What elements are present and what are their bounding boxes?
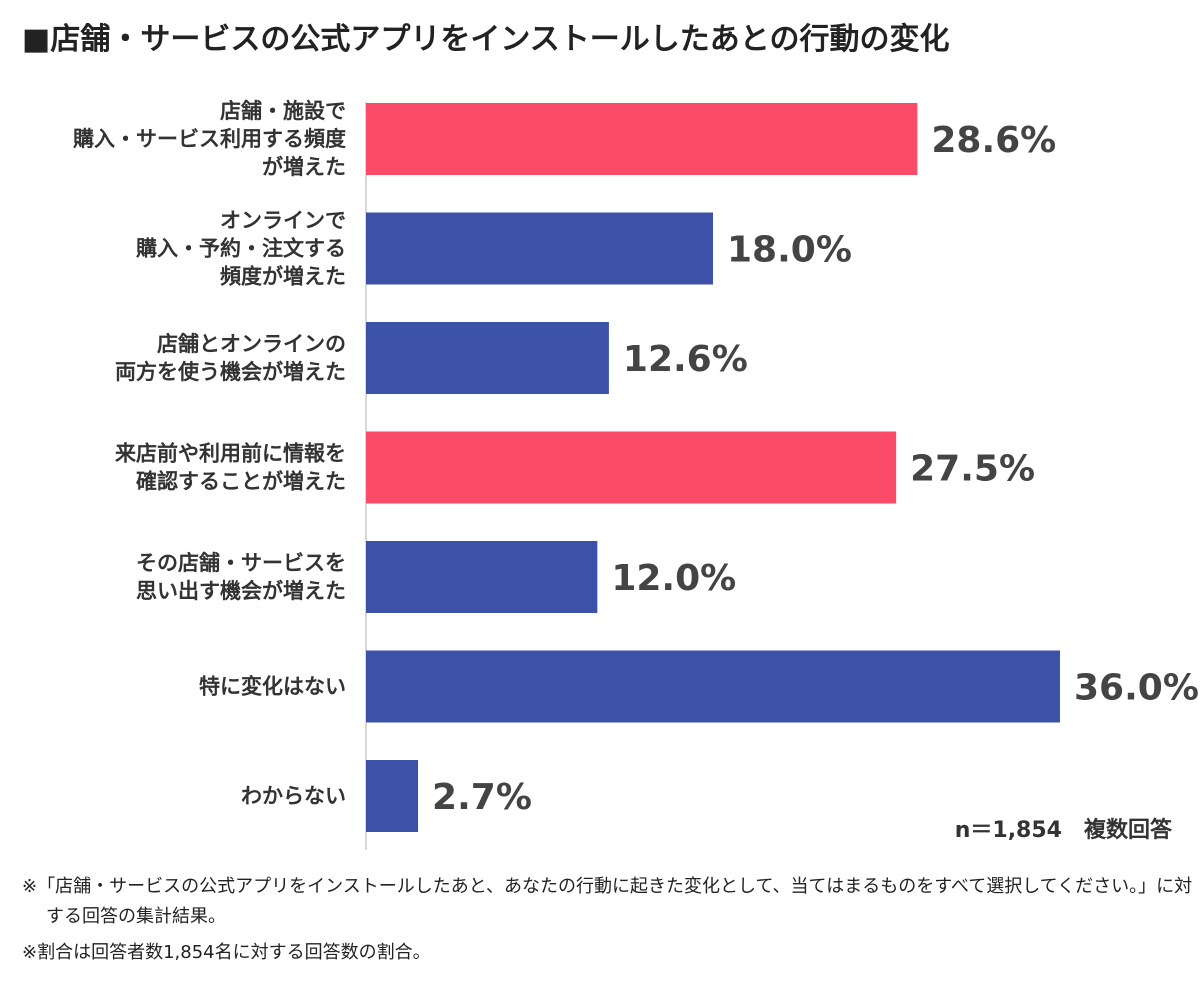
category-label-2: 店舗とオンラインの両方を使う機会が増えた <box>115 332 346 384</box>
bar-4 <box>366 541 598 613</box>
category-label-line: が増えた <box>262 155 346 179</box>
category-label-3: 来店前や利用前に情報を確認することが増えた <box>115 442 346 494</box>
category-label-line: 購入・サービス利用する頻度 <box>72 127 346 151</box>
category-label-line: 来店前や利用前に情報を <box>115 442 346 466</box>
category-label-line: 特に変化はない <box>199 675 346 699</box>
category-label-line: わからない <box>241 784 346 808</box>
value-label-3: 27.5% <box>910 449 1035 490</box>
bar-2 <box>366 322 609 394</box>
bar-0 <box>366 103 918 175</box>
category-label-line: 店舗・施設で <box>220 99 346 123</box>
category-label-1: オンラインで購入・予約・注文する頻度が増えた <box>135 209 346 289</box>
bar-6 <box>366 760 419 832</box>
category-label-line: 確認することが増えた <box>136 470 346 494</box>
value-label-4: 12.0% <box>611 558 736 599</box>
category-label-5: 特に変化はない <box>199 675 346 699</box>
bar-3 <box>366 431 897 504</box>
bar-1 <box>366 212 713 285</box>
footnote-question: ※「店舗・サービスの公式アプリをインストールしたあと、あなたの行動に起きた変化と… <box>22 876 1193 927</box>
category-label-6: わからない <box>241 784 346 808</box>
category-label-4: その店舗・サービスを思い出す機会が増えた <box>136 551 346 603</box>
category-label-line: オンラインで <box>220 209 346 233</box>
value-label-5: 36.0% <box>1074 668 1199 709</box>
category-label-line: 思い出す機会が増えた <box>136 579 346 603</box>
category-label-line: その店舗・サービスを <box>136 551 346 575</box>
value-label-1: 18.0% <box>727 230 852 271</box>
category-label-line: 頻度が増えた <box>220 265 346 289</box>
sample-size-note: n＝1,854 複数回答 <box>954 818 1172 843</box>
footnote-ratio: ※割合は回答者数1,854名に対する回答数の割合。 <box>22 942 431 963</box>
bar-chart: 28.6%店舗・施設で購入・サービス利用する頻度が増えた18.0%オンラインで購… <box>72 99 1199 850</box>
bar-5 <box>366 650 1060 723</box>
category-label-line: 両方を使う機会が増えた <box>115 360 346 384</box>
chart-title: ■店舗・サービスの公式アプリをインストールしたあとの行動の変化 <box>22 22 950 57</box>
value-label-2: 12.6% <box>623 339 748 380</box>
category-label-0: 店舗・施設で購入・サービス利用する頻度が増えた <box>72 99 346 179</box>
category-label-line: 購入・予約・注文する <box>135 237 346 261</box>
category-label-line: 店舗とオンラインの <box>157 332 346 356</box>
value-label-6: 2.7% <box>432 777 532 818</box>
value-label-0: 28.6% <box>931 120 1056 161</box>
